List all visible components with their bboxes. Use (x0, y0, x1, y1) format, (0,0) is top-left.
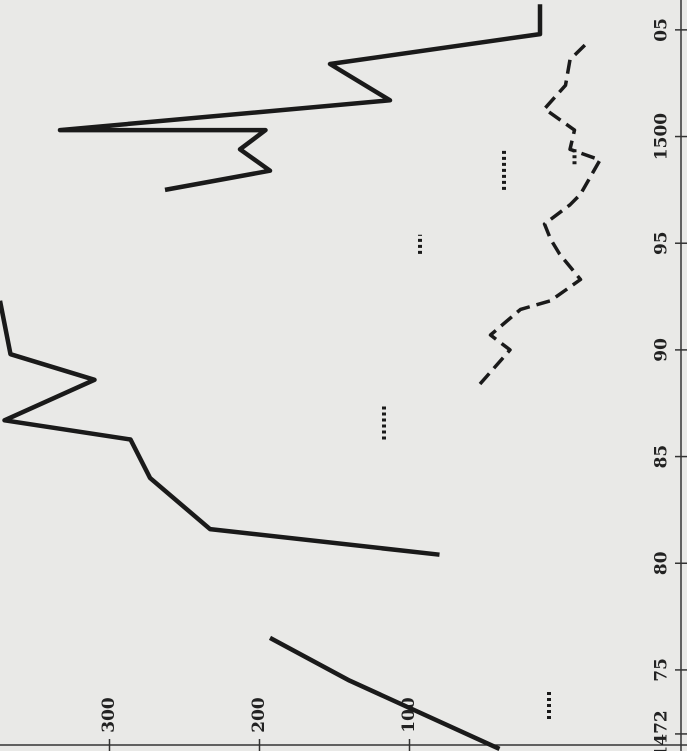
y-tick-label: 200 (249, 697, 269, 733)
y-tick-label: 300 (99, 697, 119, 733)
x-tick-label: 95 (652, 231, 672, 255)
x-tick-label: 1500 (652, 113, 672, 160)
x-tick-label: 75 (652, 658, 672, 682)
x-tick-label: 90 (652, 338, 672, 362)
series-line (0, 4, 543, 751)
x-tick-label: 80 (652, 551, 672, 575)
series-line (478, 39, 602, 386)
x-tick-label: 1472 (652, 710, 672, 751)
x-tick-label: 05 (652, 18, 672, 42)
x-tick-label: 85 (652, 445, 672, 469)
series-line (382, 147, 577, 719)
